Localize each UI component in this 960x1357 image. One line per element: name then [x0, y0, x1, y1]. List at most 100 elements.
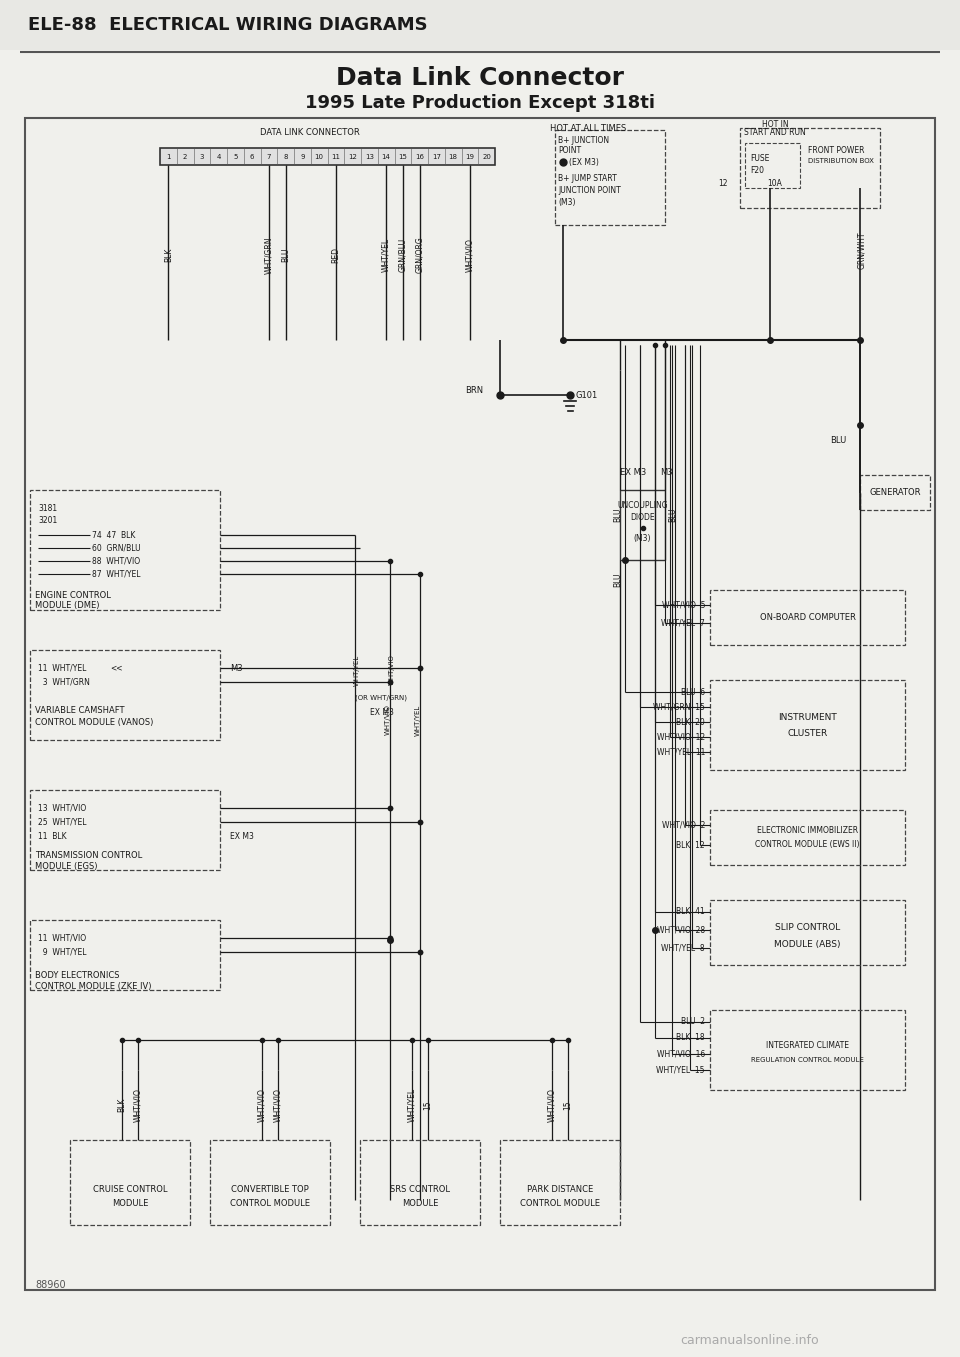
Bar [70, 1140, 190, 1225]
Text: DATA LINK CONNECTOR: DATA LINK CONNECTOR [260, 128, 360, 137]
Text: WHT/VIO: WHT/VIO [385, 704, 391, 735]
Bar [500, 1140, 620, 1225]
Text: 19: 19 [466, 153, 474, 160]
Text: START AND RUN: START AND RUN [744, 128, 805, 137]
Text: 74  47  BLK: 74 47 BLK [92, 531, 135, 540]
Text: EX M3: EX M3 [230, 832, 253, 840]
Text: B+ JUMP START: B+ JUMP START [558, 174, 616, 182]
Text: BLK: BLK [164, 248, 173, 262]
Text: VARIABLE CAMSHAFT: VARIABLE CAMSHAFT [35, 706, 125, 715]
Text: WHT/VIO  28: WHT/VIO 28 [657, 925, 705, 935]
Bar [30, 650, 220, 740]
Text: WHT/YEL: WHT/YEL [382, 237, 391, 271]
Text: CONTROL MODULE: CONTROL MODULE [230, 1200, 310, 1209]
Text: FRONT POWER: FRONT POWER [808, 145, 865, 155]
Text: CONTROL MODULE: CONTROL MODULE [520, 1200, 600, 1209]
Text: 20: 20 [482, 153, 492, 160]
Text: WHT/VIO  5: WHT/VIO 5 [661, 601, 705, 609]
Text: 87  WHT/YEL: 87 WHT/YEL [92, 570, 140, 578]
Bar [745, 142, 800, 189]
Text: GRN/WHT: GRN/WHT [857, 231, 867, 269]
Text: WHT/YEL  15: WHT/YEL 15 [657, 1065, 705, 1075]
Text: WHT/YEL  8: WHT/YEL 8 [661, 943, 705, 953]
Text: <<: << [110, 664, 123, 673]
Bar [710, 900, 905, 965]
Text: BLU  6: BLU 6 [681, 688, 705, 696]
Text: B+ JUNCTION: B+ JUNCTION [558, 136, 610, 144]
Text: BLK: BLK [117, 1098, 127, 1113]
Text: SRS CONTROL: SRS CONTROL [390, 1186, 450, 1194]
Bar [710, 680, 905, 769]
Text: 10A: 10A [768, 179, 782, 187]
Text: INTEGRATED CLIMATE: INTEGRATED CLIMATE [766, 1041, 849, 1049]
Text: MODULE (ABS): MODULE (ABS) [775, 939, 841, 949]
Text: WHT/VIO: WHT/VIO [389, 654, 395, 685]
Text: WHT/YEL  7: WHT/YEL 7 [661, 619, 705, 627]
Text: WHT/VIO: WHT/VIO [133, 1088, 142, 1122]
Text: 11  BLK: 11 BLK [38, 832, 66, 840]
Text: BLU  2: BLU 2 [681, 1018, 705, 1026]
Bar [860, 475, 930, 510]
Text: HOT IN: HOT IN [761, 119, 788, 129]
Bar [210, 1140, 330, 1225]
Text: G101: G101 [575, 391, 597, 399]
Text: 13  WHT/VIO: 13 WHT/VIO [38, 803, 86, 813]
Text: (M3): (M3) [558, 198, 575, 206]
Text: INSTRUMENT: INSTRUMENT [779, 712, 837, 722]
Text: REGULATION CONTROL MODULE: REGULATION CONTROL MODULE [751, 1057, 864, 1063]
Text: 6: 6 [250, 153, 254, 160]
Text: CRUISE CONTROL: CRUISE CONTROL [93, 1186, 167, 1194]
Text: PARK DISTANCE: PARK DISTANCE [527, 1186, 593, 1194]
Text: CONTROL MODULE (EWS II): CONTROL MODULE (EWS II) [756, 840, 860, 849]
Text: ELE-88  ELECTRICAL WIRING DIAGRAMS: ELE-88 ELECTRICAL WIRING DIAGRAMS [28, 16, 427, 34]
Bar [30, 920, 220, 991]
Text: M3: M3 [660, 468, 673, 476]
Bar [30, 790, 220, 870]
Text: 9  WHT/YEL: 9 WHT/YEL [38, 947, 86, 957]
Bar [620, 490, 665, 560]
Text: Data Link Connector: Data Link Connector [336, 66, 624, 90]
Text: BLU: BLU [613, 508, 622, 522]
Text: 7: 7 [267, 153, 271, 160]
Text: CLUSTER: CLUSTER [787, 729, 828, 737]
Text: 10: 10 [315, 153, 324, 160]
Text: FUSE: FUSE [750, 153, 769, 163]
Text: EX M3: EX M3 [370, 707, 394, 716]
Text: 15: 15 [423, 1101, 433, 1110]
Text: (M3): (M3) [634, 533, 651, 543]
Bar [710, 590, 905, 645]
Text: F20: F20 [750, 166, 764, 175]
Bar [30, 490, 220, 611]
Bar [0, 0, 960, 50]
Text: 3181: 3181 [38, 503, 58, 513]
Text: CONVERTIBLE TOP: CONVERTIBLE TOP [231, 1186, 309, 1194]
Text: BLK  20: BLK 20 [676, 718, 705, 726]
Bar [740, 128, 880, 208]
Text: DIODE: DIODE [630, 513, 655, 521]
Text: 11  WHT/YEL: 11 WHT/YEL [38, 664, 86, 673]
Text: BLK  12: BLK 12 [677, 840, 705, 849]
Text: 1995 Late Production Except 318ti: 1995 Late Production Except 318ti [305, 94, 655, 113]
Text: ELECTRONIC IMMOBILIZER: ELECTRONIC IMMOBILIZER [756, 825, 858, 835]
Text: (EX M3): (EX M3) [569, 157, 599, 167]
Text: 16: 16 [415, 153, 424, 160]
Text: 13: 13 [365, 153, 373, 160]
Text: SLIP CONTROL: SLIP CONTROL [775, 924, 840, 932]
Bar [555, 130, 665, 225]
Text: 15: 15 [398, 153, 407, 160]
Text: 17: 17 [432, 153, 441, 160]
Text: BLU: BLU [281, 248, 290, 262]
Text: 9: 9 [300, 153, 304, 160]
Text: EX M3: EX M3 [620, 468, 646, 476]
Text: 4: 4 [216, 153, 221, 160]
Text: 3: 3 [200, 153, 204, 160]
Text: MODULE: MODULE [402, 1200, 438, 1209]
Text: 11: 11 [331, 153, 341, 160]
Text: CONTROL MODULE (VANOS): CONTROL MODULE (VANOS) [35, 718, 154, 726]
Text: WHT/VIO: WHT/VIO [466, 237, 474, 271]
Text: GRN/ORG: GRN/ORG [415, 236, 424, 273]
Text: WHT/YEL: WHT/YEL [407, 1088, 417, 1122]
Text: BLU: BLU [830, 436, 847, 445]
Text: MODULE: MODULE [111, 1200, 148, 1209]
Text: 12: 12 [348, 153, 357, 160]
